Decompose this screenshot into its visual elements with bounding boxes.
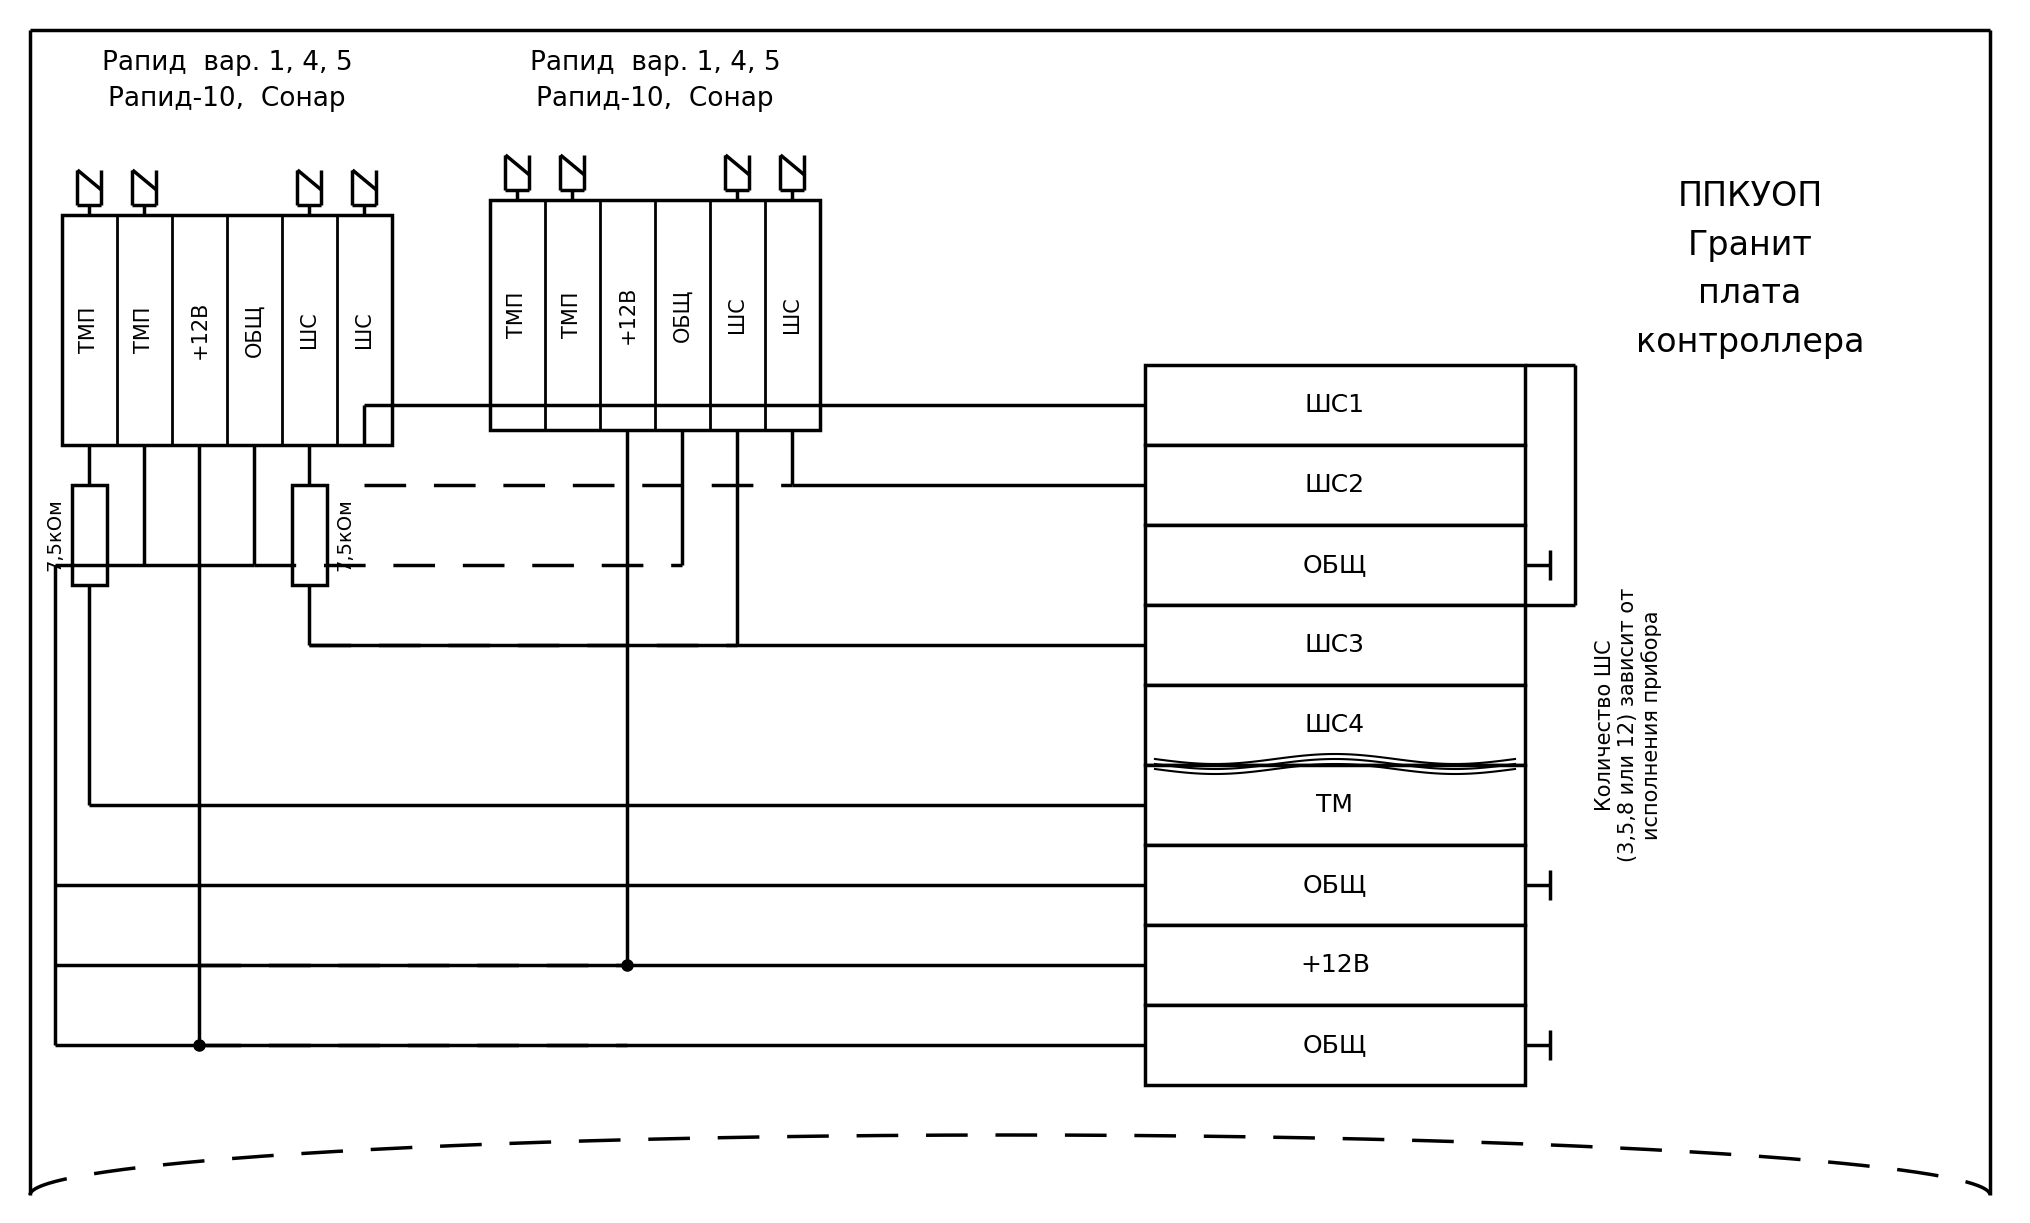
Text: Рапид  вар. 1, 4, 5
Рапид-10,  Сонар: Рапид вар. 1, 4, 5 Рапид-10, Сонар [102,50,353,113]
Text: ШС: ШС [727,297,747,334]
Text: +12В: +12В [617,286,637,344]
Bar [1145,605,1525,685]
Bar [1145,445,1525,525]
Text: ТМП: ТМП [134,307,154,353]
Text: ОБЩ: ОБЩ [1303,1033,1366,1057]
Text: ШС: ШС [355,312,374,349]
Bar [292,486,327,585]
Bar [63,215,392,445]
Bar [1145,1005,1525,1085]
Text: ТМП: ТМП [508,292,528,339]
Text: ТМ: ТМ [1317,793,1354,817]
Text: ТМП: ТМП [562,292,583,339]
Text: ТМП: ТМП [79,307,99,353]
Text: ОБЩ: ОБЩ [1303,873,1366,896]
Text: ОБЩ: ОБЩ [672,289,692,341]
Bar [1145,925,1525,1005]
Bar [1145,685,1525,766]
Text: ШС: ШС [300,312,319,349]
Text: ОБЩ: ОБЩ [244,303,264,357]
Text: Рапид  вар. 1, 4, 5
Рапид-10,  Сонар: Рапид вар. 1, 4, 5 Рапид-10, Сонар [530,50,780,113]
Text: 7,5кОм: 7,5кОм [45,499,65,571]
Bar [71,486,108,585]
Bar [489,201,820,430]
Text: ППКУОП
Гранит
плата
контроллера: ППКУОП Гранит плата контроллера [1636,180,1864,358]
Text: ШС2: ШС2 [1305,473,1364,497]
Bar [1145,364,1525,445]
Text: ОБЩ: ОБЩ [1303,553,1366,577]
Text: +12В: +12В [1299,953,1370,977]
Text: ШС3: ШС3 [1305,634,1364,657]
Text: +12В: +12В [189,301,209,360]
Bar [1145,525,1525,605]
Text: ШС4: ШС4 [1305,713,1364,737]
Bar [1145,766,1525,845]
Text: 7,5кОм: 7,5кОм [335,499,353,571]
Text: ШС1: ШС1 [1305,393,1364,417]
Text: Количество ШС
(3,5,8 или 12) зависит от
исполнения прибора: Количество ШС (3,5,8 или 12) зависит от … [1596,588,1663,862]
Text: ШС: ШС [782,297,802,334]
Bar [1145,845,1525,925]
